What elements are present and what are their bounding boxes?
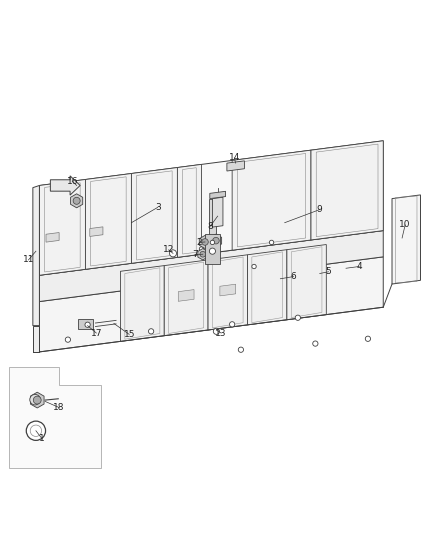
Circle shape (33, 396, 41, 404)
Text: 8: 8 (207, 222, 213, 231)
Text: 3: 3 (155, 203, 161, 212)
Circle shape (365, 336, 371, 342)
Circle shape (313, 341, 318, 346)
Text: 2: 2 (197, 238, 202, 247)
Polygon shape (311, 141, 383, 240)
Text: 10: 10 (399, 220, 411, 229)
Polygon shape (39, 231, 383, 302)
Polygon shape (232, 150, 311, 250)
Polygon shape (208, 255, 247, 330)
Polygon shape (199, 236, 211, 248)
Text: 4: 4 (357, 262, 362, 271)
Circle shape (30, 425, 42, 437)
Polygon shape (78, 319, 93, 329)
Circle shape (85, 322, 90, 327)
Polygon shape (30, 392, 44, 408)
Polygon shape (50, 176, 80, 195)
Circle shape (295, 315, 300, 320)
Polygon shape (287, 245, 326, 320)
Polygon shape (178, 289, 194, 301)
Polygon shape (85, 174, 131, 269)
Circle shape (238, 347, 244, 352)
Text: 9: 9 (317, 205, 323, 214)
Circle shape (269, 240, 274, 245)
Polygon shape (39, 257, 383, 352)
Circle shape (73, 197, 80, 204)
Polygon shape (212, 197, 223, 227)
Polygon shape (220, 284, 236, 296)
Text: 6: 6 (290, 272, 297, 281)
Polygon shape (210, 234, 222, 247)
Text: 11: 11 (23, 255, 34, 264)
Polygon shape (392, 195, 420, 284)
Polygon shape (247, 249, 287, 325)
Text: 13: 13 (215, 328, 227, 337)
Circle shape (26, 421, 46, 440)
Polygon shape (39, 141, 383, 275)
Polygon shape (9, 367, 101, 468)
Text: 15: 15 (124, 330, 135, 339)
Polygon shape (205, 233, 220, 264)
Circle shape (252, 264, 256, 269)
Text: 1: 1 (39, 434, 45, 443)
Text: 14: 14 (229, 154, 240, 163)
Polygon shape (209, 199, 216, 260)
Polygon shape (198, 248, 208, 260)
Polygon shape (131, 167, 177, 263)
Circle shape (213, 328, 219, 334)
Polygon shape (177, 164, 201, 257)
Circle shape (65, 337, 71, 342)
Polygon shape (90, 227, 103, 237)
Text: 18: 18 (53, 403, 65, 412)
Circle shape (199, 247, 204, 251)
Polygon shape (71, 194, 83, 208)
Circle shape (201, 239, 208, 245)
Polygon shape (227, 161, 244, 171)
Text: 12: 12 (163, 245, 174, 254)
Text: 17: 17 (91, 328, 102, 337)
Text: 5: 5 (325, 267, 332, 276)
Text: 7: 7 (192, 250, 198, 259)
Circle shape (230, 322, 235, 327)
Polygon shape (210, 191, 226, 199)
Circle shape (210, 240, 215, 245)
Circle shape (30, 394, 40, 405)
Circle shape (209, 248, 215, 254)
Polygon shape (46, 232, 59, 242)
Text: 16: 16 (67, 176, 78, 185)
Polygon shape (33, 326, 39, 352)
Polygon shape (39, 180, 85, 275)
Circle shape (148, 329, 154, 334)
Polygon shape (164, 260, 208, 336)
Polygon shape (120, 265, 164, 341)
Polygon shape (33, 185, 39, 326)
Circle shape (200, 252, 206, 257)
Circle shape (213, 237, 219, 244)
Circle shape (170, 250, 177, 257)
